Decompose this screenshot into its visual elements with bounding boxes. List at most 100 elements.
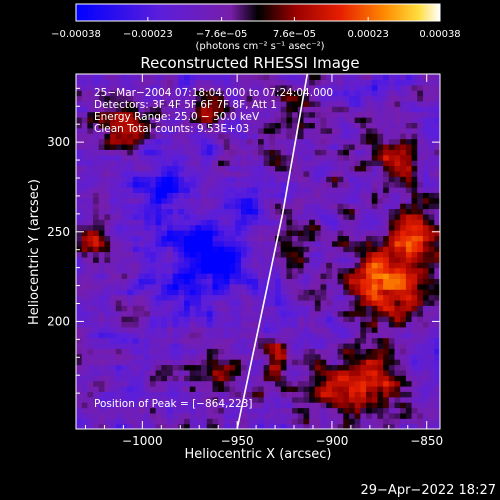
heatmap-cell	[161, 380, 168, 387]
heatmap-cell	[155, 256, 162, 263]
heatmap-cell	[383, 240, 390, 247]
heatmap-cell	[428, 90, 435, 97]
heatmap-cell	[269, 84, 276, 91]
heatmap-cell	[235, 359, 242, 366]
heatmap-cell	[161, 176, 168, 183]
heatmap-cell	[275, 240, 282, 247]
heatmap-cell	[422, 273, 430, 279]
heatmap-cell	[110, 423, 117, 429]
heatmap-cell	[269, 283, 276, 290]
heatmap-cell	[76, 165, 83, 172]
heatmap-cell	[201, 213, 208, 220]
heatmap-cell	[405, 100, 413, 107]
heatmap-cell	[428, 353, 435, 360]
heatmap-cell	[394, 84, 401, 91]
heatmap-cell	[212, 305, 219, 312]
heatmap-cell	[343, 246, 350, 253]
heatmap-cell	[201, 197, 208, 204]
heatmap-cell	[98, 407, 106, 414]
heatmap-cell	[309, 224, 316, 231]
colorbar-segment	[136, 4, 139, 21]
heatmap-cell	[172, 278, 179, 285]
heatmap-cell	[360, 122, 367, 129]
heatmap-cell	[104, 165, 111, 172]
heatmap-cell	[360, 326, 367, 333]
heatmap-cell	[400, 326, 407, 333]
heatmap-cell	[422, 326, 430, 333]
heatmap-cell	[167, 235, 174, 242]
colorbar-segment	[204, 4, 207, 21]
heatmap-cell	[98, 219, 106, 226]
colorbar-segment	[334, 4, 337, 21]
heatmap-cell	[388, 251, 396, 258]
heatmap-cell	[144, 273, 151, 279]
heatmap-cell	[172, 100, 179, 107]
heatmap-cell	[371, 138, 379, 145]
heatmap-cell	[246, 219, 253, 226]
heatmap-cell	[223, 267, 231, 274]
heatmap-cell	[286, 283, 293, 290]
heatmap-cell	[297, 213, 305, 220]
heatmap-cell	[76, 316, 83, 323]
heatmap-cell	[115, 380, 123, 387]
heatmap-cell	[184, 418, 191, 425]
heatmap-cell	[98, 385, 106, 392]
heatmap-cell	[434, 90, 440, 97]
heatmap-cell	[206, 321, 214, 328]
heatmap-cell	[110, 353, 117, 360]
heatmap-cell	[93, 127, 100, 134]
heatmap-cell	[252, 267, 259, 274]
heatmap-cell	[388, 299, 396, 306]
heatmap-cell	[331, 138, 339, 145]
heatmap-cell	[223, 106, 231, 113]
heatmap-cell	[155, 267, 162, 274]
heatmap-cell	[81, 224, 88, 231]
heatmap-cell	[331, 289, 339, 296]
heatmap-cell	[314, 256, 322, 263]
heatmap-cell	[167, 402, 174, 409]
heatmap-cell	[223, 407, 231, 414]
heatmap-cell	[349, 385, 356, 392]
heatmap-cell	[269, 133, 276, 140]
heatmap-cell	[178, 127, 185, 134]
heatmap-cell	[269, 391, 276, 398]
heatmap-cell	[110, 111, 117, 118]
heatmap-cell	[87, 326, 94, 333]
heatmap-cell	[235, 127, 242, 134]
heatmap-cell	[127, 385, 134, 392]
heatmap-cell	[354, 79, 361, 86]
heatmap-cell	[206, 418, 214, 425]
heatmap-cell	[314, 138, 322, 145]
heatmap-cell	[104, 229, 111, 236]
heatmap-cell	[167, 149, 174, 156]
heatmap-cell	[161, 310, 168, 317]
heatmap-cell	[104, 111, 111, 118]
heatmap-cell	[184, 396, 191, 403]
heatmap-cell	[258, 176, 265, 183]
heatmap-cell	[354, 294, 361, 301]
heatmap-cell	[161, 170, 168, 177]
colorbar-segment	[266, 4, 269, 21]
heatmap-cell	[235, 170, 242, 177]
heatmap-cell	[172, 84, 179, 91]
heatmap-cell	[172, 192, 179, 199]
heatmap-cell	[417, 337, 424, 344]
colorbar-segment	[246, 4, 249, 21]
heatmap-cell	[377, 364, 384, 371]
heatmap-cell	[189, 154, 197, 161]
heatmap-cell	[309, 412, 316, 419]
heatmap-cell	[314, 219, 322, 226]
heatmap-cell	[417, 369, 424, 376]
heatmap-cell	[93, 208, 100, 215]
heatmap-cell	[411, 278, 418, 285]
heatmap-cell	[195, 316, 202, 323]
heatmap-cell	[155, 117, 162, 124]
heatmap-cell	[343, 117, 350, 124]
heatmap-cell	[189, 84, 197, 91]
colorbar-segment	[100, 4, 103, 21]
heatmap-cell	[269, 348, 276, 355]
heatmap-cell	[246, 160, 253, 167]
heatmap-cell	[178, 407, 185, 414]
heatmap-cell	[115, 423, 123, 429]
colorbar-segment	[180, 4, 183, 21]
